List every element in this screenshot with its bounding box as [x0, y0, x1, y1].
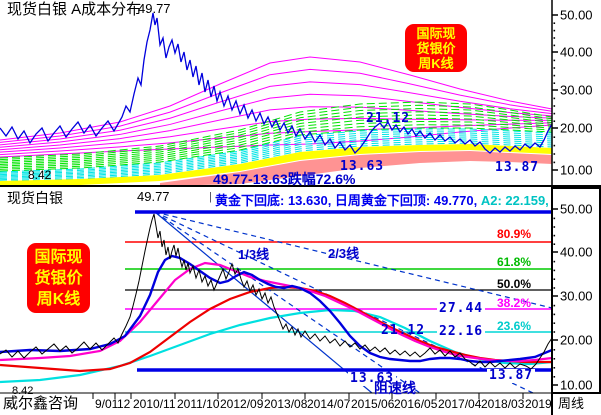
svg-text:20.00: 20.00 [560, 121, 593, 136]
level-21-12: 21.12 [381, 323, 426, 338]
badge-line-3: 周K线 [418, 55, 454, 71]
indicator-header-segment-1: A2: 22.159, [480, 193, 550, 208]
top-min-8-42: 8.42 [28, 168, 52, 182]
top-panel-title: 现货白银 A成本分布 [7, 1, 142, 18]
badge-line-2: 货银价 [416, 40, 456, 56]
line-two-thirds: 2/3线 [328, 246, 360, 261]
fib-23-6: 23.6% [497, 319, 532, 333]
level-22-16: 22.16 [437, 324, 486, 339]
x-axis-label-0: 9/01 [95, 397, 119, 411]
x-axis-label-2: 2010/11 [133, 397, 176, 411]
support-13-87: 13.87 [487, 368, 536, 383]
bottom-kline-badge: 国际现 货银价 周K线 [27, 243, 90, 313]
top-drop-summary: 49.77-13.63跌幅72.6% [213, 171, 356, 187]
level-27-44: 27.44 [437, 301, 486, 316]
svg-text:30.00: 30.00 [560, 83, 593, 98]
svg-text:30.00: 30.00 [560, 289, 593, 304]
speed-line-label: 阻速线 [374, 380, 416, 396]
top-level-21-12: 21.12 [366, 111, 411, 126]
line-one-third: 1/3线 [238, 247, 270, 262]
fib-80-9: 80.9% [497, 227, 532, 241]
svg-text:50.00: 50.00 [560, 202, 593, 217]
x-axis-label-7: 2015/06 [351, 397, 395, 411]
bottom-min-8-42: 8.42 [12, 385, 34, 397]
x-axis-label-1: 12 [117, 397, 131, 411]
badge-line-2: 货银价 [34, 269, 83, 287]
x-axis-label-9: 2017/04 [438, 397, 482, 411]
svg-text:50.00: 50.00 [560, 8, 593, 23]
timeframe-corner-label: 周线 [558, 396, 585, 411]
x-axis-label-5: 2013/08 [264, 397, 308, 411]
x-axis-label-11: 2019/0 [525, 397, 552, 411]
x-axis-label-4: 2012/09 [220, 397, 264, 411]
badge-line-1: 国际现 [34, 248, 83, 266]
indicator-header: 黄金下回底: 13.630, 日周黄金下回顶: 49.770, A2: 22.1… [215, 190, 550, 209]
x-axis-label-6: 2014/07 [307, 397, 351, 411]
bottom-peak-price: 49.77 [137, 189, 170, 204]
badge-line-1: 国际现 [416, 25, 456, 41]
fib-61-8: 61.8% [497, 255, 532, 269]
indicator-header-segment-0: 黄金下回底: 13.630, 日周黄金下回顶: 49.770, [215, 193, 481, 208]
bottom-panel-instrument: 现货白银 [7, 190, 63, 206]
top-low-13-87: 13.87 [495, 160, 540, 175]
svg-text:10.00: 10.00 [560, 163, 593, 178]
x-axis-label-3: 2011/10 [177, 397, 220, 411]
header-tick: | [209, 191, 212, 203]
top-low-13-63: 13.63 [340, 159, 385, 174]
top-kline-badge: 国际现 货银价 周K线 [405, 24, 467, 72]
svg-text:40.00: 40.00 [560, 245, 593, 260]
x-axis-label-10: 2018/03 [481, 397, 525, 411]
fib-38-2: 38.2% [497, 296, 532, 310]
watermark-brand: 威尔鑫咨询 [3, 395, 79, 412]
svg-text:10.00: 10.00 [560, 378, 593, 393]
svg-text:20.00: 20.00 [560, 333, 593, 348]
svg-text:40.00: 40.00 [560, 45, 593, 60]
top-peak-price: 49.77 [138, 1, 171, 16]
fib-50-0: 50.0% [497, 277, 532, 291]
support-13-63: 13.63 [348, 371, 397, 386]
x-axis-label-8: 2016/05 [394, 397, 438, 411]
badge-line-3: 周K线 [36, 290, 81, 308]
